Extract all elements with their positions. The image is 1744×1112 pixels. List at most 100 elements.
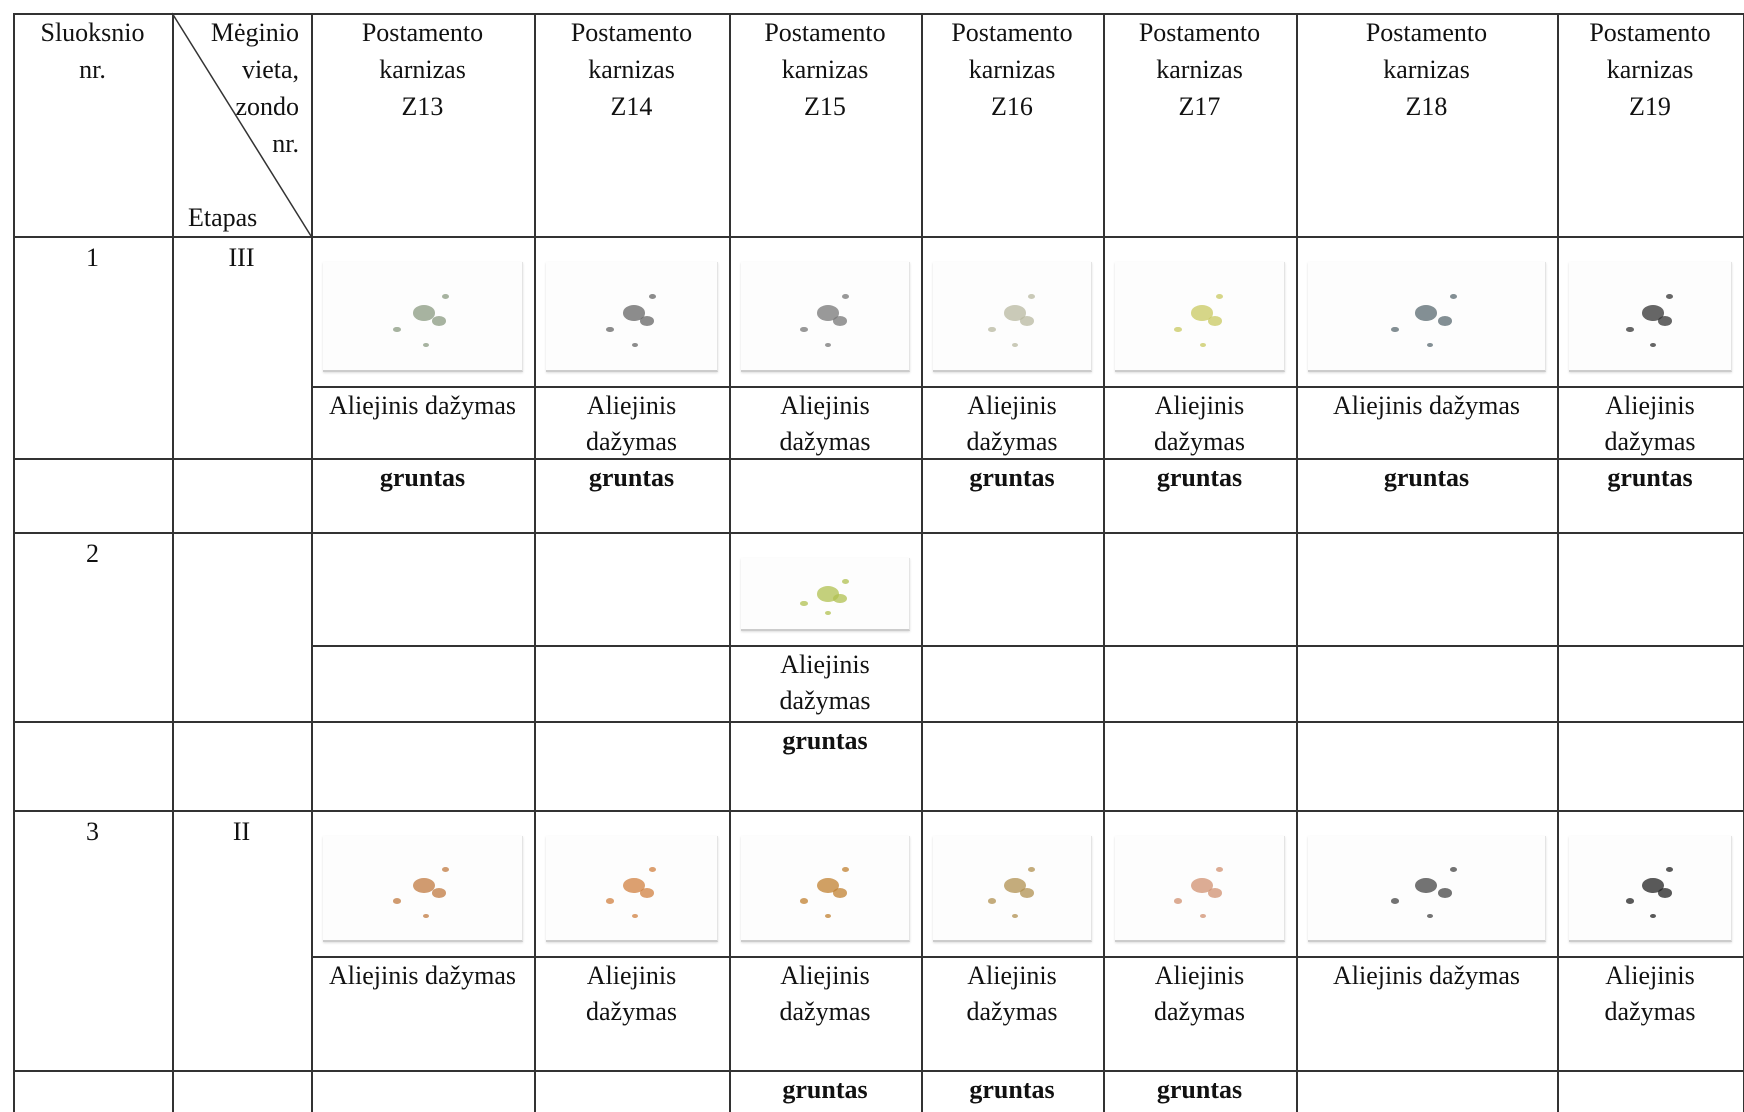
paint-label: Aliejinis dažymas: [586, 391, 677, 456]
sample-speck: [1191, 877, 1214, 893]
vertical-line: [13, 13, 15, 1112]
column-header: karnizas: [1606, 55, 1694, 84]
sample-speck: [1414, 305, 1437, 321]
sample-speck: [622, 877, 645, 893]
sample-speck: [1216, 867, 1224, 873]
vertical-line: [1557, 13, 1559, 1112]
sample-image: [323, 262, 523, 372]
sample-speck: [1199, 343, 1206, 348]
ground-label: gruntas: [1156, 463, 1243, 492]
sample-speck: [1027, 294, 1035, 300]
column-header: karnizas: [588, 55, 675, 84]
column-header: Z17: [1178, 92, 1221, 121]
sample-image: [1308, 262, 1546, 372]
sample-speck: [1426, 343, 1433, 348]
sample-image: [1569, 836, 1732, 942]
sample-speck: [1666, 294, 1674, 300]
horizontal-line: [311, 386, 1744, 388]
sample-speck: [1426, 914, 1433, 919]
sample-speck: [442, 867, 450, 873]
horizontal-line: [13, 1070, 1744, 1072]
sample-speck: [1390, 326, 1399, 333]
sample-speck: [1174, 898, 1183, 904]
paint-label: Aliejinis dažymas: [779, 650, 871, 715]
paint-label: Aliejinis dažymas: [779, 391, 871, 456]
header-text: Sluoksnio: [40, 18, 145, 47]
paint-label: Aliejinis dažymas: [328, 391, 516, 420]
header-text: zondo: [235, 92, 299, 121]
sample-speck: [1438, 888, 1453, 898]
column-header: Postamento: [1589, 18, 1711, 47]
sample-speck: [816, 586, 839, 602]
sample-speck: [432, 316, 447, 326]
sample-image: [546, 836, 718, 942]
sample-image: [933, 262, 1092, 372]
sample-speck: [1625, 898, 1634, 904]
sample-speck: [988, 898, 997, 904]
sample-image: [1308, 836, 1546, 942]
sample-speck: [432, 888, 447, 898]
horizontal-line: [13, 721, 1744, 723]
sample-speck: [605, 898, 614, 904]
sample-speck: [1012, 914, 1018, 919]
paint-label: Aliejinis dažymas: [1154, 961, 1245, 1026]
sample-speck: [799, 326, 808, 333]
sample-speck: [799, 600, 808, 607]
sample-speck: [422, 343, 429, 348]
horizontal-line: [311, 956, 1744, 958]
sample-speck: [1019, 316, 1034, 326]
vertical-line: [534, 13, 536, 1112]
ground-label: gruntas: [588, 463, 675, 492]
sample-speck: [1004, 305, 1027, 321]
column-header: Postamento: [1138, 18, 1261, 47]
sample-speck: [833, 888, 848, 898]
sample-speck: [412, 305, 435, 321]
sample-speck: [1174, 326, 1183, 333]
ground-label: gruntas: [379, 463, 466, 492]
paint-label: Aliejinis dažymas: [1604, 391, 1696, 456]
sample-speck: [640, 888, 655, 898]
paint-label: Aliejinis dažymas: [586, 961, 677, 1026]
column-header: Z14: [610, 92, 653, 121]
ground-label: gruntas: [1156, 1075, 1243, 1104]
sample-speck: [988, 326, 997, 333]
vertical-line: [1296, 13, 1298, 1112]
sample-speck: [816, 305, 839, 321]
sample-image: [741, 836, 910, 942]
horizontal-line: [13, 458, 1744, 460]
layer-number: 2: [86, 539, 99, 568]
ground-label: gruntas: [782, 726, 868, 755]
sample-image: [933, 836, 1092, 942]
header-text: Mėginio: [210, 18, 299, 47]
sample-speck: [1216, 294, 1224, 300]
sample-image: [1569, 262, 1732, 372]
sample-speck: [1199, 914, 1206, 919]
sample-speck: [816, 877, 839, 893]
vertical-line: [1103, 13, 1105, 1112]
paint-label: Aliejinis dažymas: [1332, 961, 1520, 990]
header-diagonal: [171, 12, 312, 237]
horizontal-line: [13, 532, 1744, 534]
column-header: Z16: [991, 92, 1033, 121]
column-header: Postamento: [764, 18, 886, 47]
header-text: vieta,: [241, 55, 299, 84]
sample-speck: [841, 294, 849, 300]
sample-speck: [648, 867, 656, 873]
layer-number: 3: [86, 817, 99, 846]
sample-speck: [1191, 305, 1214, 321]
sample-speck: [648, 294, 656, 300]
sample-speck: [1012, 343, 1018, 348]
paint-label: Aliejinis dažymas: [966, 961, 1058, 1026]
sample-speck: [825, 611, 831, 616]
sample-image: [741, 262, 910, 372]
paint-label: Aliejinis dažymas: [966, 391, 1058, 456]
sample-speck: [825, 343, 831, 348]
layer-stage: III: [228, 243, 255, 272]
sample-speck: [1019, 888, 1034, 898]
column-header: karnizas: [781, 55, 869, 84]
column-header: Z13: [401, 92, 444, 121]
sample-speck: [1390, 898, 1399, 904]
sample-speck: [1207, 888, 1222, 898]
